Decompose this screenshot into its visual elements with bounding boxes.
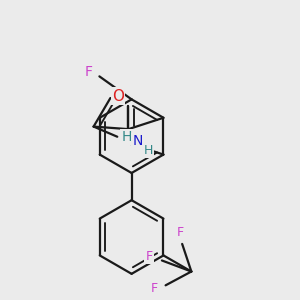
Text: N: N [133, 134, 143, 148]
Text: F: F [151, 282, 158, 295]
Text: F: F [177, 226, 184, 239]
Text: F: F [84, 65, 92, 79]
Text: O: O [112, 89, 124, 104]
Text: H: H [144, 144, 153, 157]
Text: F: F [146, 250, 153, 263]
Text: H: H [121, 130, 132, 144]
